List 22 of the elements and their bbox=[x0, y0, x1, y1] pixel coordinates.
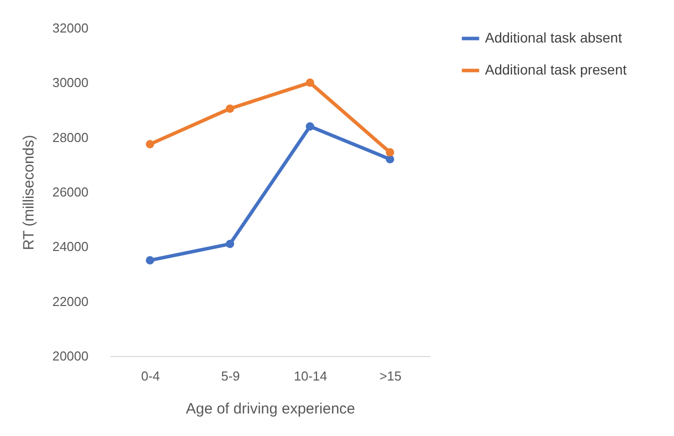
point bbox=[146, 140, 154, 148]
point bbox=[306, 122, 314, 131]
point bbox=[386, 148, 394, 157]
y-tick-label: 20000 bbox=[52, 348, 88, 364]
x-tick-label: >15 bbox=[379, 368, 402, 384]
point bbox=[306, 78, 314, 87]
x-tick-label: 0-4 bbox=[141, 368, 160, 384]
point bbox=[226, 240, 234, 248]
point bbox=[146, 256, 154, 265]
y-tick-label: 24000 bbox=[52, 239, 88, 254]
y-axis-title: RT (milliseconds) bbox=[20, 134, 38, 250]
y-tick-label: 30000 bbox=[52, 75, 88, 90]
x-axis-title: Age of driving experience bbox=[186, 400, 356, 418]
legend-label: Additional task present bbox=[485, 62, 627, 78]
x-tick-label: 5-9 bbox=[221, 368, 240, 384]
y-tick-label: 22000 bbox=[52, 294, 88, 309]
point bbox=[226, 104, 234, 113]
y-tick-label: 32000 bbox=[52, 20, 88, 36]
x-tick-label: 10-14 bbox=[294, 368, 328, 384]
legend-label: Additional task absent bbox=[485, 30, 622, 46]
y-tick-label: 26000 bbox=[52, 184, 88, 200]
y-tick-label: 28000 bbox=[52, 130, 88, 145]
